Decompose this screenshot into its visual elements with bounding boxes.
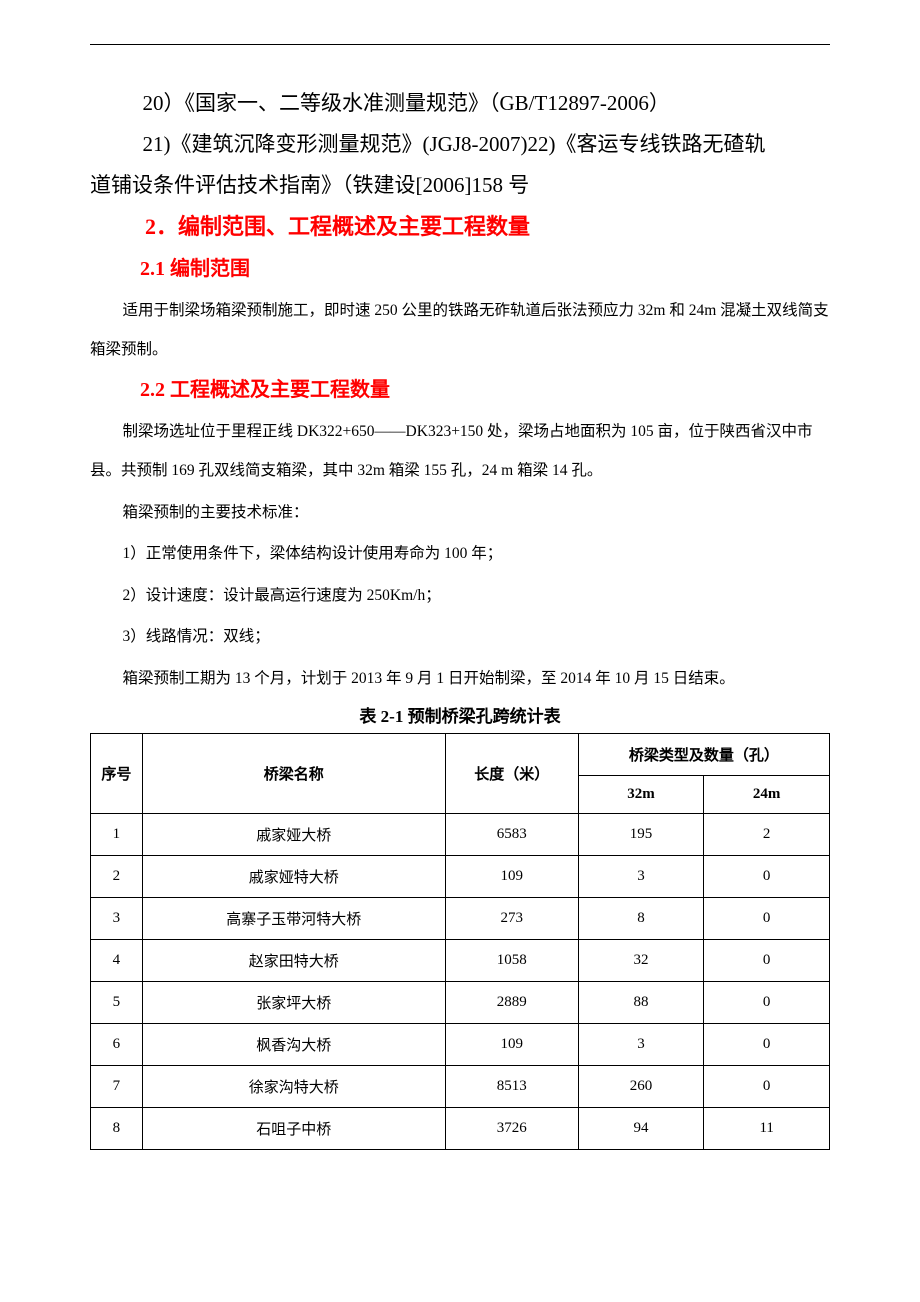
table-cell-c24: 0	[704, 1066, 830, 1108]
table-cell-c24: 11	[704, 1108, 830, 1150]
table-cell-c24: 0	[704, 1024, 830, 1066]
table-cell-name: 张家坪大桥	[142, 982, 445, 1024]
table-row: 8石咀子中桥37269411	[91, 1108, 830, 1150]
table-cell-length: 109	[445, 856, 578, 898]
table-cell-length: 1058	[445, 940, 578, 982]
section-2-2-p6: 箱梁预制工期为 13 个月，计划于 2013 年 9 月 1 日开始制梁，至 2…	[90, 659, 830, 699]
table-cell-c32: 32	[578, 940, 704, 982]
table-cell-c32: 260	[578, 1066, 704, 1108]
list-item-21-line1: 21)《建筑沉降变形测量规范》(JGJ8-2007)22)《客运专线铁路无碴轨	[143, 132, 766, 156]
table-cell-c32: 8	[578, 898, 704, 940]
table-cell-idx: 5	[91, 982, 143, 1024]
section-2-1-heading: 2.1 编制范围	[90, 249, 830, 289]
table-cell-name: 徐家沟特大桥	[142, 1066, 445, 1108]
th-name: 桥梁名称	[142, 734, 445, 814]
section-2-2-p2: 箱梁预制的主要技术标准：	[90, 493, 830, 533]
table-header-row-1: 序号 桥梁名称 长度（米） 桥梁类型及数量（孔）	[91, 734, 830, 776]
table-cell-c24: 0	[704, 898, 830, 940]
table-cell-idx: 2	[91, 856, 143, 898]
table-cell-c32: 94	[578, 1108, 704, 1150]
table-cell-length: 8513	[445, 1066, 578, 1108]
th-length: 长度（米）	[445, 734, 578, 814]
table-cell-name: 戚家娅大桥	[142, 814, 445, 856]
section-2-2-heading: 2.2 工程概述及主要工程数量	[90, 370, 830, 410]
table-cell-name: 戚家娅特大桥	[142, 856, 445, 898]
section-2-2-p4: 2）设计速度：设计最高运行速度为 250Km/h；	[90, 576, 830, 616]
list-item-21-line2: 道铺设条件评估技术指南》（铁建设[2006]158 号	[90, 165, 830, 206]
table-cell-idx: 8	[91, 1108, 143, 1150]
table-cell-c32: 3	[578, 856, 704, 898]
table-cell-length: 109	[445, 1024, 578, 1066]
table-cell-idx: 6	[91, 1024, 143, 1066]
table-cell-c24: 0	[704, 856, 830, 898]
table-row: 2戚家娅特大桥10930	[91, 856, 830, 898]
table-cell-idx: 1	[91, 814, 143, 856]
table-cell-c24: 0	[704, 940, 830, 982]
th-32m: 32m	[578, 776, 704, 814]
section-2-heading: 2．编制范围、工程概述及主要工程数量	[90, 206, 830, 249]
table-cell-c32: 3	[578, 1024, 704, 1066]
table-row: 5张家坪大桥2889880	[91, 982, 830, 1024]
section-2-1-body: 适用于制梁场箱梁预制施工，即时速 250 公里的铁路无砟轨道后张法预应力 32m…	[90, 291, 830, 370]
table-cell-c32: 195	[578, 814, 704, 856]
table-cell-idx: 7	[91, 1066, 143, 1108]
table-2-1-title: 表 2-1 预制桥梁孔跨统计表	[90, 702, 830, 727]
table-cell-name: 枫香沟大桥	[142, 1024, 445, 1066]
list-item-20: 20）《国家一、二等级水准测量规范》（GB/T12897-2006）	[90, 83, 830, 124]
th-24m: 24m	[704, 776, 830, 814]
section-2-2-p5: 3）线路情况：双线；	[90, 617, 830, 657]
th-idx: 序号	[91, 734, 143, 814]
section-2-2-p1: 制梁场选址位于里程正线 DK322+650——DK323+150 处，梁场占地面…	[90, 412, 830, 491]
list-item-21: 21)《建筑沉降变形测量规范》(JGJ8-2007)22)《客运专线铁路无碴轨 …	[90, 124, 830, 206]
table-row: 4赵家田特大桥1058320	[91, 940, 830, 982]
table-cell-name: 石咀子中桥	[142, 1108, 445, 1150]
table-cell-idx: 3	[91, 898, 143, 940]
th-type-group: 桥梁类型及数量（孔）	[578, 734, 829, 776]
table-cell-name: 高寨子玉带河特大桥	[142, 898, 445, 940]
header-rule	[90, 44, 830, 45]
table-row: 7徐家沟特大桥85132600	[91, 1066, 830, 1108]
table-cell-c24: 2	[704, 814, 830, 856]
table-row: 6枫香沟大桥10930	[91, 1024, 830, 1066]
bridge-span-table: 序号 桥梁名称 长度（米） 桥梁类型及数量（孔） 32m 24m 1戚家娅大桥6…	[90, 733, 830, 1150]
table-cell-length: 273	[445, 898, 578, 940]
table-cell-c24: 0	[704, 982, 830, 1024]
table-cell-idx: 4	[91, 940, 143, 982]
table-cell-name: 赵家田特大桥	[142, 940, 445, 982]
section-2-2-p3: 1）正常使用条件下，梁体结构设计使用寿命为 100 年；	[90, 534, 830, 574]
table-cell-length: 2889	[445, 982, 578, 1024]
table-row: 1戚家娅大桥65831952	[91, 814, 830, 856]
table-cell-length: 3726	[445, 1108, 578, 1150]
table-cell-c32: 88	[578, 982, 704, 1024]
table-row: 3高寨子玉带河特大桥27380	[91, 898, 830, 940]
table-cell-length: 6583	[445, 814, 578, 856]
